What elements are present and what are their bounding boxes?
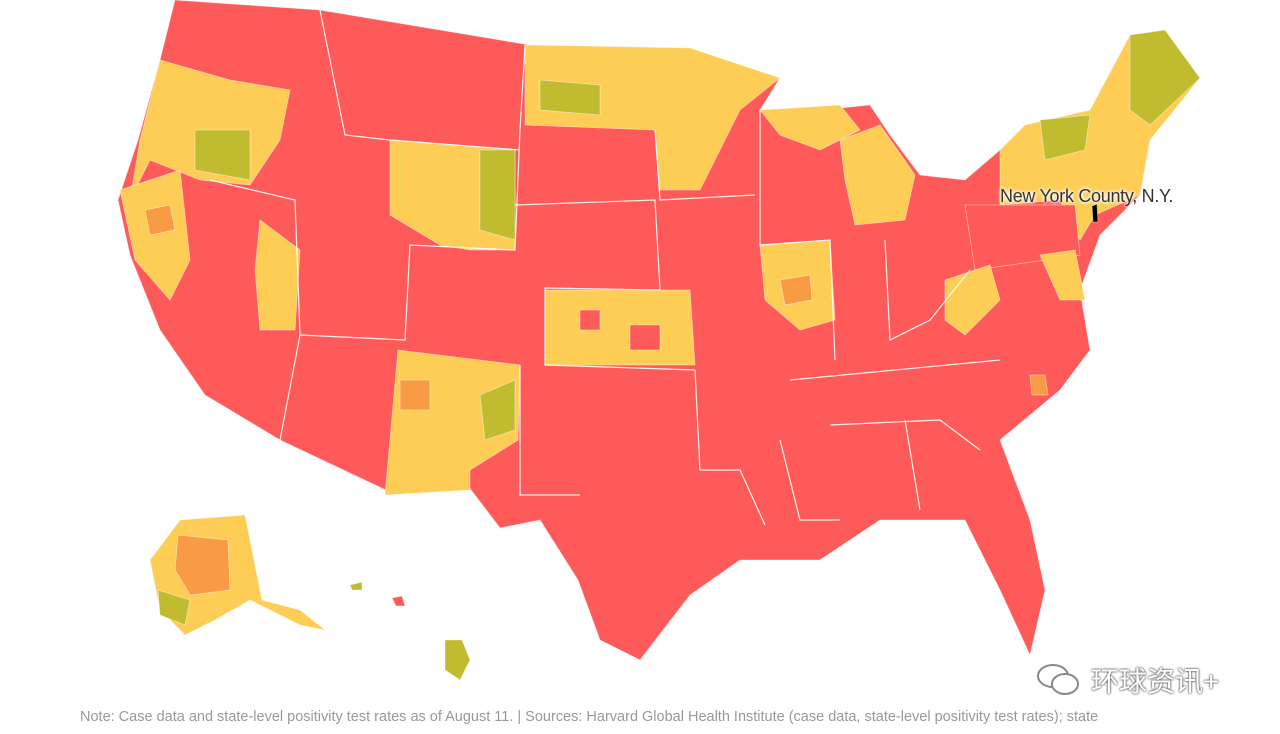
new-york-county-highlight[interactable] [1091,203,1099,223]
kansas-high [579,309,601,331]
hawaii-small [391,595,406,607]
medium-regions [119,29,1201,496]
aleutians [39,639,161,666]
nd-low [539,79,601,116]
watermark: 环球资讯+ [1035,660,1219,700]
il-orange [779,274,813,306]
hawaii-small-2 [349,581,363,591]
oregon-low [194,129,251,181]
source-note: Note: Case data and state-level positivi… [80,709,1099,725]
michigan-region [839,124,916,226]
state-borders [209,9,1001,526]
maine-low [1129,29,1201,126]
wechat-icon [1037,664,1079,695]
nc-orange [1029,374,1049,396]
n-california-region [119,169,191,301]
hawaii [444,639,471,681]
watermark-text: 环球资讯+ [1091,666,1220,697]
nm-low [479,379,516,441]
wyoming-low [479,149,516,241]
upper-michigan-region [759,104,861,151]
kansas-region [544,289,696,366]
dakota-minnesota-region [524,44,781,191]
nm-orange [399,379,431,411]
west-virginia-region [944,264,1001,336]
maryland-region [1039,249,1086,301]
alaska-orange [174,534,231,596]
alaska-low [157,589,191,626]
nevada-strip [254,219,301,331]
kansas-high-2 [629,324,661,351]
county-hover-label: New York County, N.Y. [1000,186,1174,206]
ny-low [1039,114,1091,161]
ca-orange [144,204,176,236]
